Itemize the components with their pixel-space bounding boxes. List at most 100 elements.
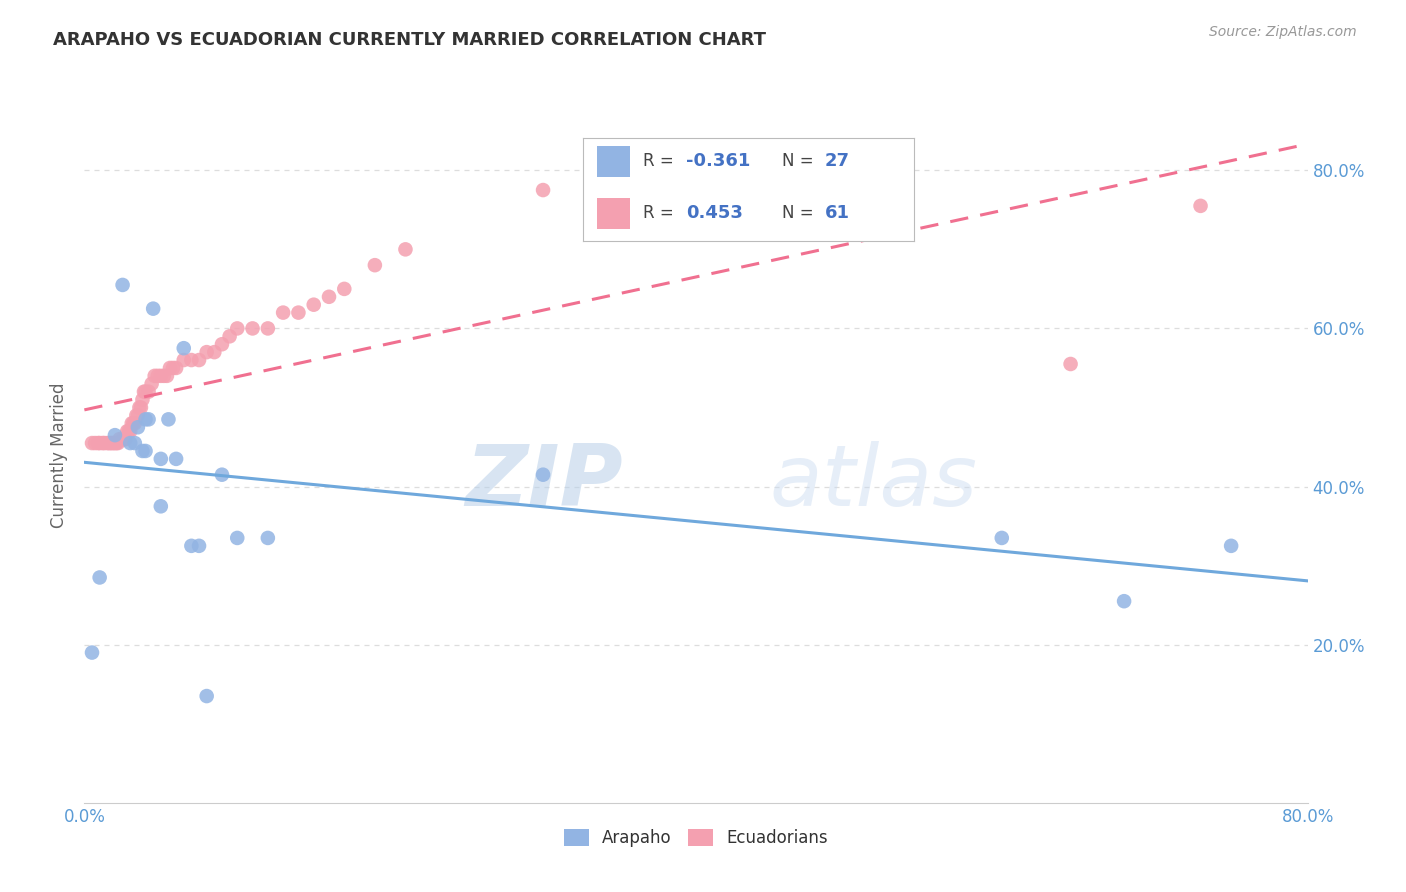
Text: 0.453: 0.453 <box>686 203 742 221</box>
Point <box>132 384 155 399</box>
Point <box>142 301 165 316</box>
Legend: Arapaho, Ecuadorians: Arapaho, Ecuadorians <box>557 822 835 854</box>
Point <box>226 531 249 545</box>
Point <box>104 428 127 442</box>
Point <box>394 243 416 257</box>
Point <box>121 417 143 431</box>
Text: N =: N = <box>782 153 818 170</box>
Text: N =: N = <box>782 203 818 221</box>
Point <box>122 417 145 431</box>
Point <box>107 436 129 450</box>
Text: 61: 61 <box>825 203 849 221</box>
Point <box>202 345 225 359</box>
Text: R =: R = <box>643 153 679 170</box>
Point <box>149 368 172 383</box>
Point <box>211 467 233 482</box>
Point <box>180 539 202 553</box>
Text: ARAPAHO VS ECUADORIAN CURRENTLY MARRIED CORRELATION CHART: ARAPAHO VS ECUADORIAN CURRENTLY MARRIED … <box>53 31 766 49</box>
Point <box>135 412 157 426</box>
Point <box>89 570 111 584</box>
Point <box>211 337 233 351</box>
Point <box>218 329 240 343</box>
Point <box>93 436 115 450</box>
Point <box>1220 539 1243 553</box>
Point <box>146 368 169 383</box>
Point <box>135 384 157 399</box>
Point <box>138 412 160 426</box>
Point <box>1114 594 1136 608</box>
Point <box>271 305 294 319</box>
Point <box>141 376 163 391</box>
Point <box>257 531 280 545</box>
Bar <box>596 146 630 178</box>
Text: -0.361: -0.361 <box>686 153 751 170</box>
Point <box>111 277 134 292</box>
Point <box>89 436 111 450</box>
Point <box>188 353 211 368</box>
Point <box>80 436 103 450</box>
Point <box>531 467 554 482</box>
Point <box>195 689 218 703</box>
Point <box>149 451 172 466</box>
Point <box>143 368 166 383</box>
Point <box>162 360 184 375</box>
Point <box>118 424 141 438</box>
Text: atlas: atlas <box>769 442 977 524</box>
Point <box>138 384 160 399</box>
Point <box>287 305 309 319</box>
Bar <box>596 198 630 228</box>
Point <box>226 321 249 335</box>
Point <box>111 432 134 446</box>
Point <box>128 401 150 415</box>
Point <box>153 368 176 383</box>
Point <box>87 436 110 450</box>
Point <box>97 436 120 450</box>
Point <box>180 353 202 368</box>
Point <box>156 368 179 383</box>
Point <box>80 646 103 660</box>
Point <box>531 183 554 197</box>
Text: Source: ZipAtlas.com: Source: ZipAtlas.com <box>1209 25 1357 39</box>
Point <box>115 424 138 438</box>
Text: 27: 27 <box>825 153 849 170</box>
Point <box>98 436 121 450</box>
Point <box>135 444 157 458</box>
Point <box>127 409 149 423</box>
Point <box>91 436 114 450</box>
Point <box>157 412 180 426</box>
Point <box>101 436 124 450</box>
Point <box>165 451 187 466</box>
Point <box>173 353 195 368</box>
Text: R =: R = <box>643 203 679 221</box>
Point <box>108 432 131 446</box>
Point <box>96 436 118 450</box>
Point <box>195 345 218 359</box>
Point <box>114 432 136 446</box>
Point <box>1059 357 1081 371</box>
Point <box>159 360 181 375</box>
Point <box>165 360 187 375</box>
Point <box>173 341 195 355</box>
Point <box>333 282 356 296</box>
Point <box>120 436 142 450</box>
Point <box>112 432 135 446</box>
Text: ZIP: ZIP <box>465 442 623 524</box>
Point <box>149 500 172 514</box>
Point <box>129 401 152 415</box>
Point <box>127 420 149 434</box>
Point <box>318 290 340 304</box>
Point <box>1189 199 1212 213</box>
Point <box>188 539 211 553</box>
Point <box>257 321 280 335</box>
Point <box>84 436 107 450</box>
Point <box>364 258 387 272</box>
Point <box>103 436 125 450</box>
Point <box>104 436 127 450</box>
Point <box>124 436 146 450</box>
Point <box>105 436 128 450</box>
Point <box>131 392 153 407</box>
Point <box>242 321 264 335</box>
Point <box>125 409 148 423</box>
Y-axis label: Currently Married: Currently Married <box>51 382 69 528</box>
Point <box>124 417 146 431</box>
